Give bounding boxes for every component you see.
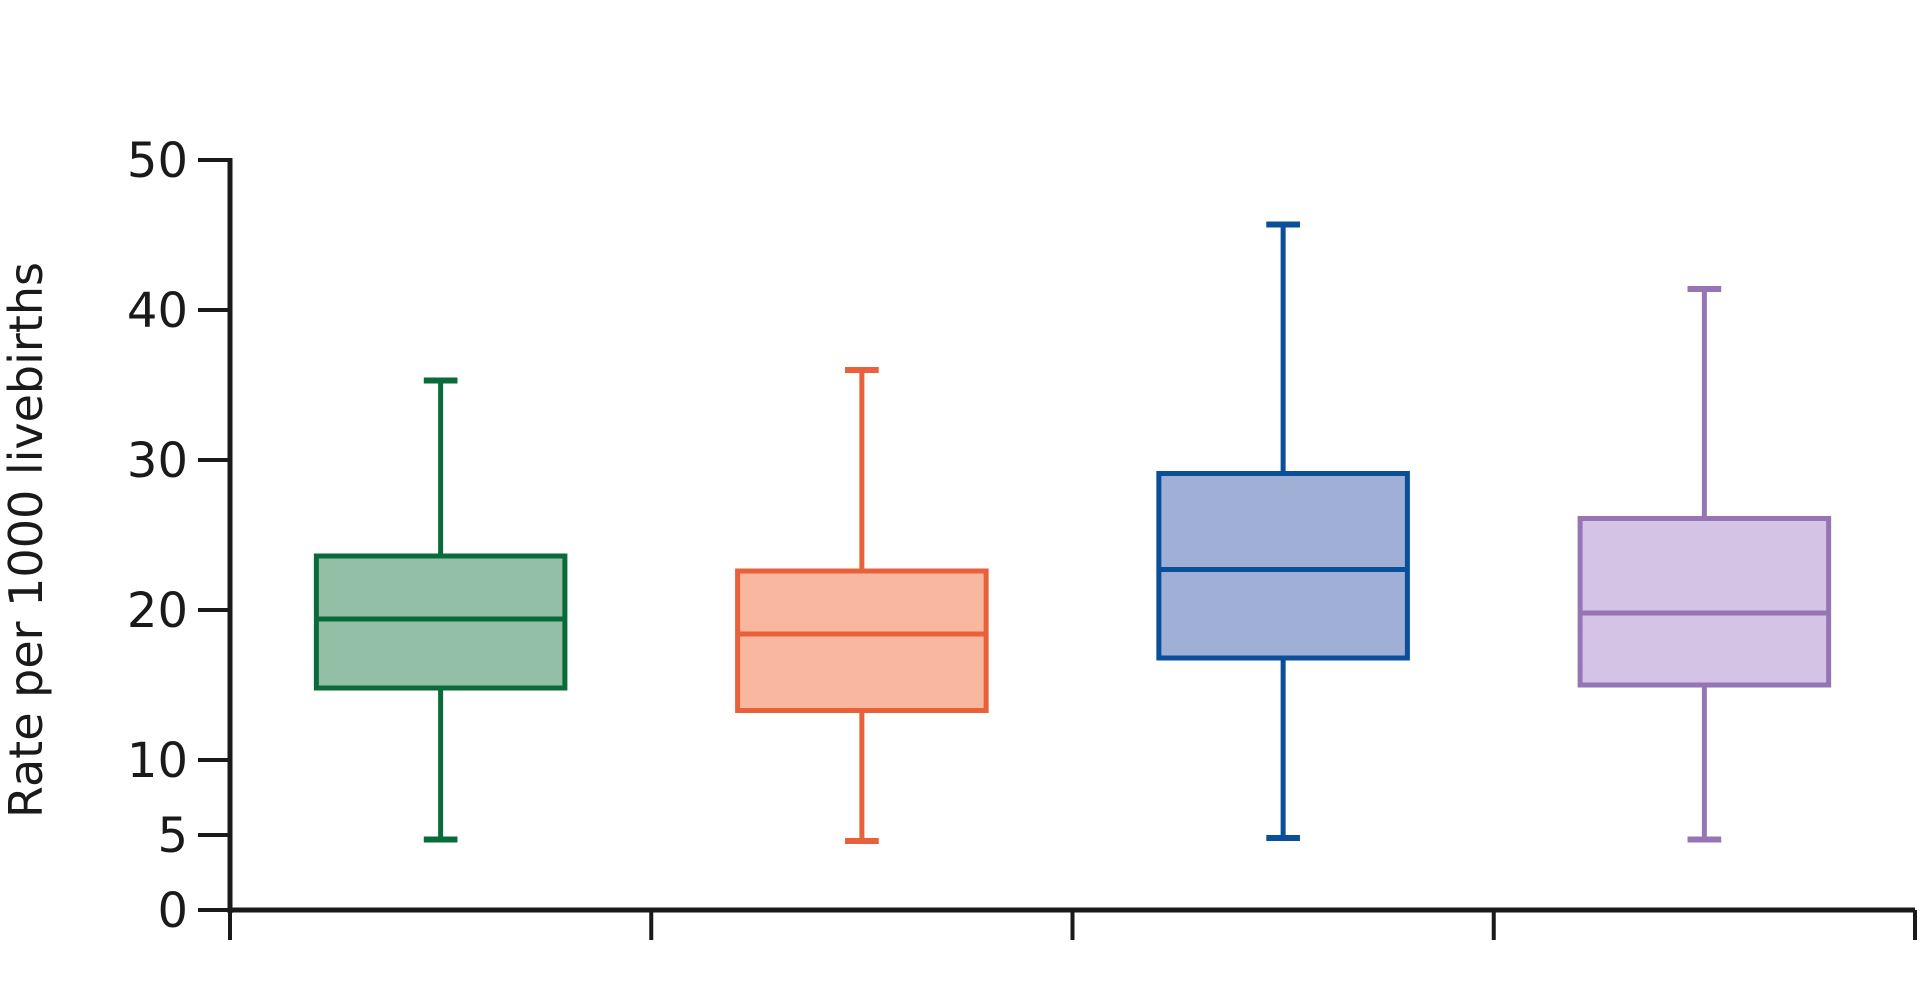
box-1: [313, 377, 568, 843]
y-tick-label-30: 30: [127, 433, 188, 489]
box-3-iqr: [1156, 471, 1410, 661]
y-axis-title: Rate per 1000 livebirths: [0, 262, 53, 818]
box-series: [313, 221, 1832, 844]
box-2-iqr: [735, 568, 989, 713]
x-axis: [228, 907, 1917, 940]
y-tick-label-5: 5: [157, 808, 188, 864]
box-2: [735, 367, 989, 844]
box-4: [1577, 286, 1832, 843]
y-tick-label-20: 20: [127, 583, 188, 639]
y-axis: 0 5 10 20 30 40 50: [127, 133, 233, 939]
box-1-iqr: [313, 553, 568, 691]
y-tick-label-50: 50: [127, 133, 188, 189]
y-tick-label-0: 0: [157, 883, 188, 939]
y-tick-label-10: 10: [127, 733, 188, 789]
box-3: [1156, 221, 1410, 841]
y-tick-label-40: 40: [127, 283, 188, 339]
box-4-iqr: [1577, 516, 1832, 688]
y-axis-title-group: Rate per 1000 livebirths: [0, 262, 53, 818]
